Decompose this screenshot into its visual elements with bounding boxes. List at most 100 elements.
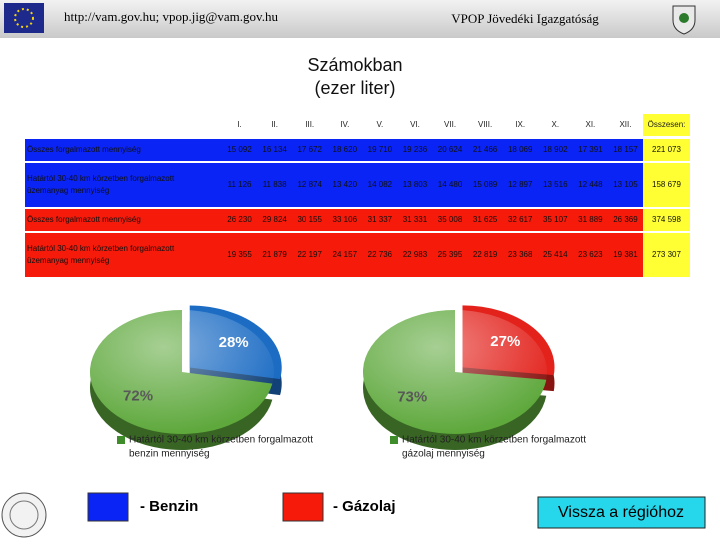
caption-icon [390, 436, 398, 444]
stamp-logo [1, 492, 47, 538]
pie-caption: benzin mennyiség [129, 449, 210, 460]
table-cell: 21 879 [262, 250, 287, 259]
table-cell: 12 897 [508, 180, 533, 189]
table-cell: 17 391 [578, 145, 603, 154]
total-cell [643, 163, 690, 207]
top-bar [0, 0, 720, 38]
table-cell: 18 620 [333, 145, 358, 154]
table-cell: 33 106 [333, 215, 358, 224]
caption-icon [117, 436, 125, 444]
back-button-bg[interactable] [537, 496, 706, 529]
table-cell: 31 625 [473, 215, 498, 224]
title-line: Számokban [307, 55, 402, 75]
column-header: Összesen: [648, 120, 686, 129]
table-cell: 23 623 [578, 250, 603, 259]
table-cell: 29 824 [262, 215, 287, 224]
eu-flag [4, 3, 44, 33]
total-header-cell [643, 114, 690, 136]
table-cell: 35 008 [438, 215, 463, 224]
back-button[interactable]: Vissza a régióhoz [537, 496, 706, 529]
table-cell: 15 092 [227, 145, 252, 154]
table-cell: 16 134 [262, 145, 287, 154]
total-cell [643, 139, 690, 161]
row-bg [25, 163, 643, 207]
table-cell: 22 819 [473, 250, 498, 259]
row-label: Határtól 30-40 km körzetben forgalmazott [27, 174, 175, 183]
column-header: IX. [515, 120, 525, 129]
table-cell: 22 197 [297, 250, 322, 259]
table-cell: 19 355 [227, 250, 252, 259]
pie-shine [363, 310, 547, 434]
table-cell: 20 624 [438, 145, 463, 154]
table-cell: 13 803 [403, 180, 428, 189]
column-header: I. [237, 120, 241, 129]
column-header: VIII. [478, 120, 492, 129]
row-label-cont: üzemanyag mennyiség [27, 256, 109, 265]
table-cell: 18 902 [543, 145, 568, 154]
column-header: VI. [410, 120, 420, 129]
table-cell: 11 838 [263, 180, 287, 189]
table-cell: 221 073 [652, 145, 681, 154]
column-header: II. [271, 120, 278, 129]
table-cell: 12 874 [297, 180, 322, 189]
row-label: Határtól 30-40 km körzetben forgalmazott [27, 244, 175, 253]
table-cell: 31 331 [403, 215, 428, 224]
table-cell: 17 672 [297, 145, 322, 154]
row-bg [25, 139, 643, 161]
table-cell: 13 105 [613, 180, 638, 189]
row-label: Összes forgalmazott mennyiség [27, 215, 141, 224]
table-cell: 23 368 [508, 250, 533, 259]
legend-label: - Benzin [140, 498, 198, 515]
table-cell: 13 420 [333, 180, 358, 189]
pie-caption: Határtól 30-40 km körzetben forgalmazott [129, 435, 313, 446]
table-cell: 14 480 [438, 180, 463, 189]
emblem-center [679, 13, 689, 23]
column-header: XII. [619, 120, 631, 129]
table-cell: 19 381 [613, 250, 638, 259]
row-label-cont: üzemanyag mennyiség [27, 186, 109, 195]
table-cell: 22 983 [403, 250, 428, 259]
table-cell: 24 157 [333, 250, 358, 259]
stamp-ring [9, 500, 39, 530]
row-bg [25, 209, 643, 231]
column-header: V. [376, 120, 383, 129]
org-name: VPOP Jövedéki Igazgatóság [451, 11, 599, 26]
pie-shine [90, 310, 274, 434]
column-header: X. [552, 120, 560, 129]
table-cell: 32 617 [508, 215, 533, 224]
column-header: III. [305, 120, 314, 129]
total-cell [643, 209, 690, 231]
table-cell: 35 107 [543, 215, 568, 224]
table-cell: 15 089 [473, 180, 498, 189]
back-button-label[interactable]: Vissza a régióhoz [558, 504, 684, 521]
pie-caption: Határtól 30-40 km körzetben forgalmazott [402, 435, 586, 446]
table-cell: 273 307 [652, 250, 681, 259]
legend-label: - Gázolaj [333, 498, 396, 515]
total-cell [643, 233, 690, 277]
table-cell: 13 516 [543, 180, 568, 189]
table-cell: 14 082 [368, 180, 393, 189]
pie-caption: gázolaj mennyiség [402, 449, 485, 460]
table-cell: 31 337 [368, 215, 393, 224]
table-cell: 22 736 [368, 250, 393, 259]
table-cell: 374 598 [652, 215, 681, 224]
column-header: IV. [340, 120, 349, 129]
column-header: XI. [585, 120, 595, 129]
column-header: VII. [444, 120, 456, 129]
table-cell: 25 414 [543, 250, 568, 259]
table-cell: 11 126 [228, 180, 252, 189]
row-label: Összes forgalmazott mennyiség [27, 145, 141, 154]
legend-swatch-blue [87, 492, 129, 522]
table-cell: 30 155 [297, 215, 322, 224]
url-text: http://vam.gov.hu; vpop.jig@vam.gov.hu [64, 9, 278, 24]
eu-stars [14, 8, 34, 28]
table-cell: 19 710 [368, 145, 393, 154]
row-bg [25, 233, 643, 277]
table-cell: 18 069 [508, 145, 533, 154]
table-cell: 26 230 [227, 215, 252, 224]
table-cell: 21 466 [473, 145, 498, 154]
table-cell: 12 448 [578, 180, 603, 189]
table-cell: 26 369 [613, 215, 638, 224]
